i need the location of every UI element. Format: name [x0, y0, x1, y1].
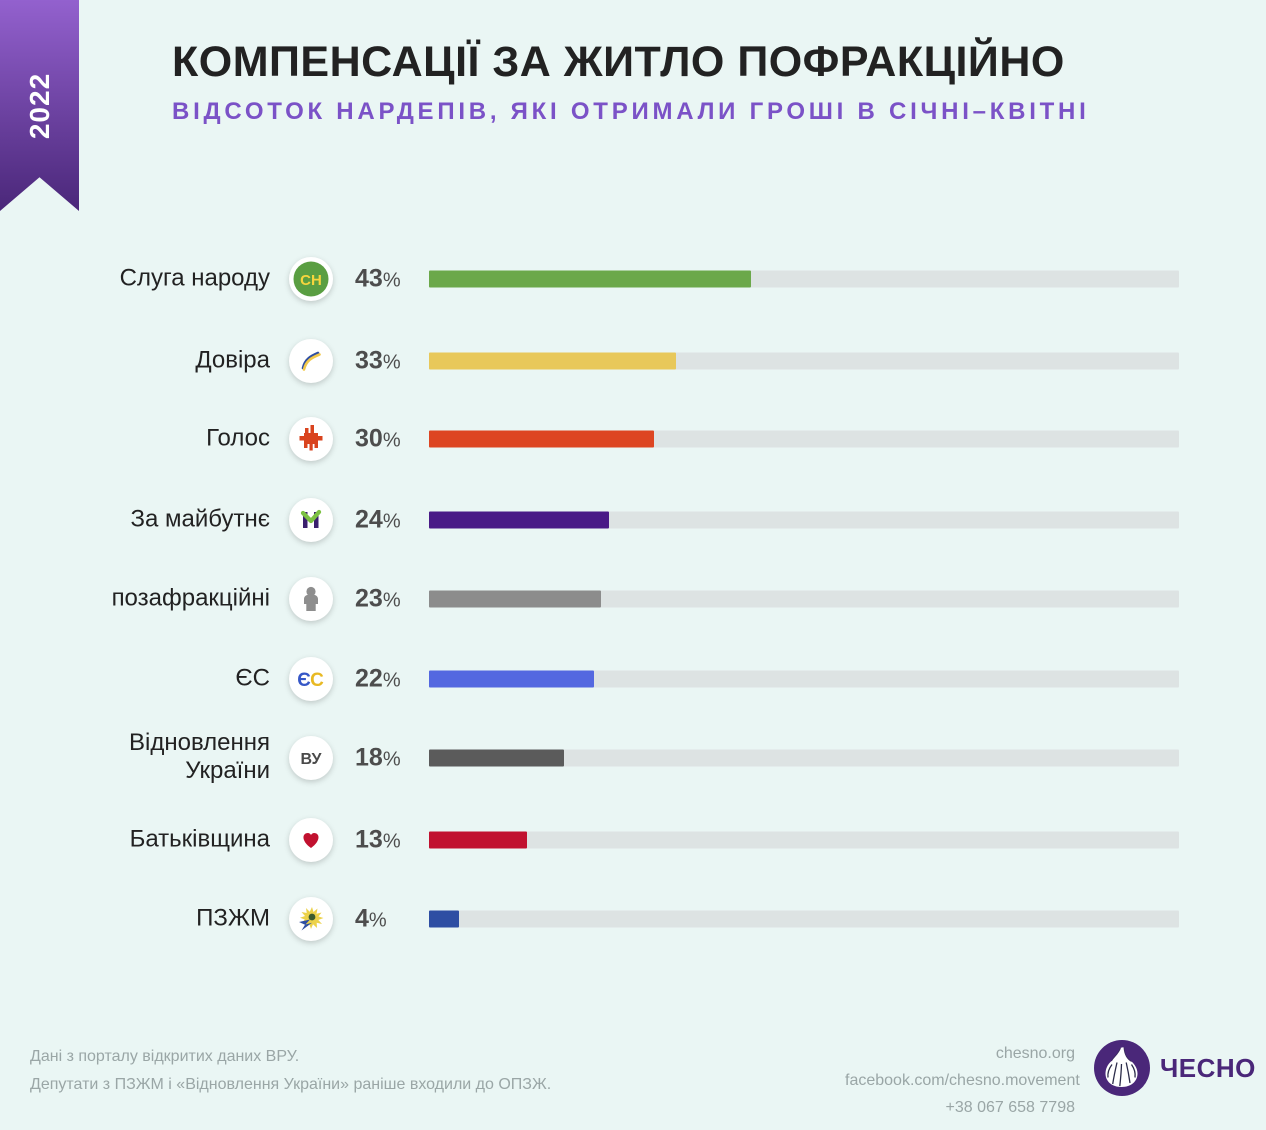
- svg-text:ВУ: ВУ: [301, 751, 323, 768]
- svg-text:С: С: [310, 670, 324, 691]
- svg-text:Є: Є: [297, 670, 311, 691]
- svg-text:CH: CH: [300, 272, 322, 289]
